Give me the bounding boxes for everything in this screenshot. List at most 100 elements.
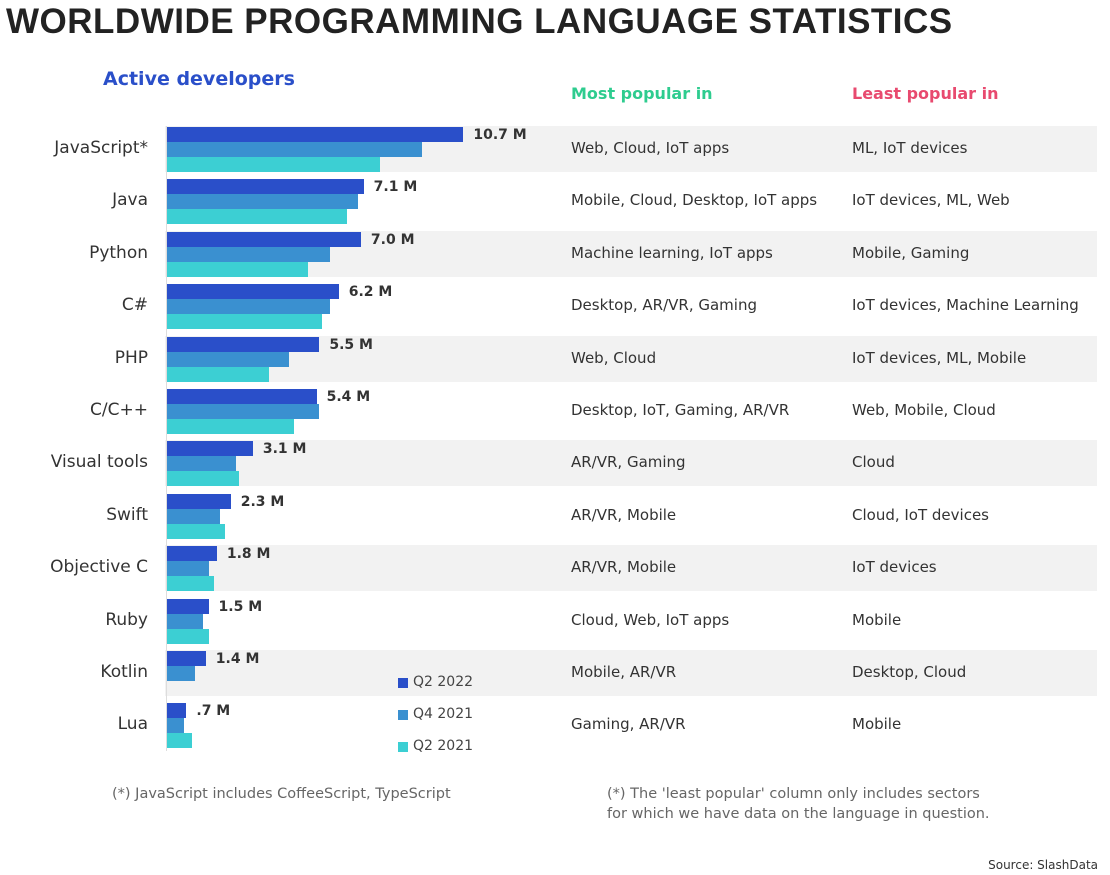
least-popular-cell: Cloud, IoT devices [852, 505, 989, 524]
bar-q4-2021 [167, 718, 184, 734]
language-label: JavaScript* [54, 138, 148, 158]
data-label: 7.1 M [373, 179, 418, 196]
legend-label: Q2 2021 [413, 738, 474, 754]
bar-q4-2021 [167, 299, 331, 315]
most-popular-cell: AR/VR, Gaming [571, 453, 686, 472]
most-popular-cell: Desktop, IoT, Gaming, AR/VR [571, 401, 790, 419]
data-label: 3.1 M [262, 441, 307, 458]
most-popular-header: Most popular in [571, 84, 713, 103]
most-popular-cell: Mobile, Cloud, Desktop, IoT apps [571, 191, 818, 210]
bar-q4-2021 [167, 561, 209, 577]
footnote-least-2: for which we have data on the language i… [607, 806, 990, 822]
bar-q2-2021 [167, 628, 209, 644]
row-background [165, 650, 1097, 696]
most-popular-cell: Machine learning, IoT apps [571, 243, 773, 262]
bar-q2-2021 [167, 366, 270, 382]
most-popular-cell: AR/VR, Mobile [571, 505, 677, 524]
least-popular-cell: Web, Mobile, Cloud [852, 401, 996, 419]
bar-q2-2022 [167, 493, 231, 509]
language-label: Visual tools [50, 452, 148, 473]
bar-q4-2021 [167, 508, 220, 524]
bar-q2-2022 [167, 598, 209, 614]
least-popular-cell: Cloud [852, 453, 895, 472]
data-label: 1.5 M [218, 598, 263, 615]
bar-q2-2021 [167, 471, 240, 487]
least-popular-cell: Desktop, Cloud [852, 663, 967, 681]
bar-q2-2021 [167, 419, 295, 434]
bar-q2-2022 [167, 284, 339, 300]
language-label: C/C++ [90, 400, 148, 420]
bar-q4-2021 [167, 351, 289, 367]
legend-label: Q2 2022 [413, 674, 474, 690]
bar-q2-2022 [167, 546, 217, 562]
most-popular-cell: Mobile, AR/VR [571, 663, 677, 681]
language-label: C# [121, 295, 148, 316]
data-label: 1.4 M [215, 651, 260, 667]
least-popular-header: Least popular in [852, 84, 999, 103]
least-popular-cell: IoT devices, ML, Mobile [852, 348, 1027, 367]
bar-q2-2022 [167, 651, 206, 666]
language-label: PHP [114, 347, 148, 368]
bar-q4-2021 [167, 194, 359, 210]
row-background [165, 545, 1097, 592]
bar-q2-2021 [167, 576, 215, 592]
bar-q4-2021 [167, 142, 422, 157]
bar-q4-2021 [167, 666, 195, 681]
bar-q2-2021 [167, 157, 381, 172]
bar-q2-2021 [167, 209, 348, 225]
language-label: Java [112, 190, 148, 211]
chart-axis [166, 126, 167, 751]
bar-q2-2021 [167, 733, 192, 749]
page-title: WORLDWIDE PROGRAMMING LANGUAGE STATISTIC… [6, 2, 953, 41]
bar-q4-2021 [167, 613, 203, 629]
bar-q2-2022 [167, 703, 187, 719]
bar-q2-2021 [167, 523, 226, 539]
bar-q2-2022 [167, 179, 364, 195]
bar-q2-2022 [167, 389, 317, 404]
data-label: 10.7 M [473, 127, 527, 143]
least-popular-cell: ML, IoT devices [852, 139, 968, 157]
row-background [165, 335, 1097, 382]
legend-label: Q4 2021 [413, 706, 474, 722]
legend-swatch [398, 710, 408, 720]
bar-q2-2022 [167, 231, 361, 247]
least-popular-cell: IoT devices, Machine Learning [852, 296, 1079, 315]
legend-swatch [398, 678, 408, 688]
least-popular-cell: Mobile [852, 715, 902, 734]
language-label: Swift [106, 504, 148, 525]
most-popular-cell: Desktop, AR/VR, Gaming [571, 296, 757, 315]
legend-swatch [398, 742, 408, 752]
bar-q2-2022 [167, 441, 253, 457]
language-label: Python [89, 242, 148, 263]
bar-q4-2021 [167, 404, 320, 419]
least-popular-cell: Mobile, Gaming [852, 243, 970, 262]
data-label: 5.4 M [326, 389, 371, 405]
most-popular-cell: Gaming, AR/VR [571, 715, 686, 734]
bar-q2-2022 [167, 336, 320, 352]
least-popular-cell: IoT devices, ML, Web [852, 191, 1010, 210]
footnote-least-1: (*) The 'least popular' column only incl… [607, 786, 980, 802]
bar-q2-2021 [167, 314, 323, 330]
bar-q4-2021 [167, 456, 237, 472]
source-credit: Source: SlashData [988, 858, 1098, 872]
bar-q2-2022 [167, 127, 464, 142]
active-developers-header: Active developers [103, 68, 295, 90]
least-popular-cell: IoT devices [852, 558, 937, 577]
language-label: Objective C [50, 557, 148, 578]
bar-q4-2021 [167, 246, 331, 262]
data-label: 2.3 M [240, 493, 285, 510]
most-popular-cell: AR/VR, Mobile [571, 558, 677, 577]
most-popular-cell: Web, Cloud [571, 348, 657, 367]
data-label: .7 M [196, 703, 231, 720]
data-label: 6.2 M [348, 284, 393, 301]
row-background [165, 440, 1097, 487]
language-label: Lua [117, 714, 148, 735]
least-popular-cell: Mobile [852, 610, 902, 629]
most-popular-cell: Web, Cloud, IoT apps [571, 139, 730, 157]
footnote-javascript: (*) JavaScript includes CoffeeScript, Ty… [112, 786, 451, 802]
data-label: 7.0 M [370, 231, 415, 248]
most-popular-cell: Cloud, Web, IoT apps [571, 610, 730, 629]
language-label: Kotlin [100, 662, 148, 682]
bar-q2-2021 [167, 261, 309, 277]
